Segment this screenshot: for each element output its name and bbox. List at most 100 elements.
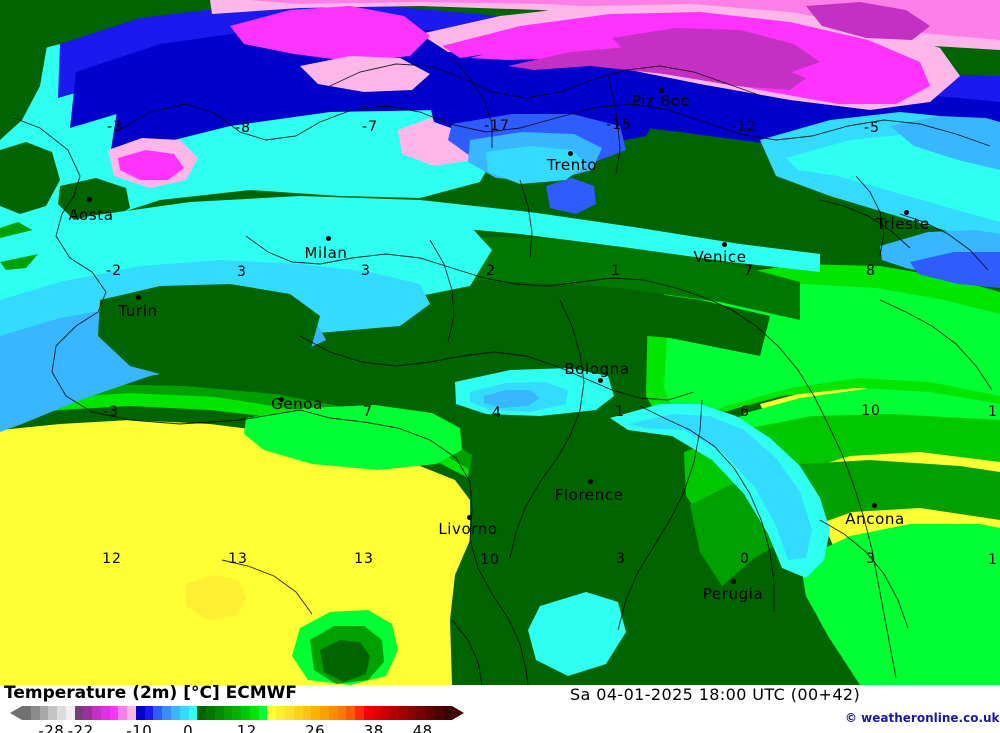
colorbar-swatch <box>232 706 242 720</box>
colorbar-swatch <box>83 706 93 720</box>
colorbar-swatch <box>302 706 312 720</box>
temperature-field-svg <box>0 0 1000 685</box>
map-title: Temperature (2m) [°C] ECMWF <box>4 683 298 703</box>
patch-yellow-soft <box>185 575 246 620</box>
city-marker-dot <box>279 397 284 402</box>
colorbar-tick: -10 <box>126 722 153 733</box>
colorbar-swatch <box>249 706 259 720</box>
band-blue-east <box>910 252 1000 288</box>
blob-magenta-west <box>230 6 430 62</box>
colorbar-swatch <box>179 706 189 720</box>
colorbar-swatch <box>293 706 303 720</box>
colorbar-tick: -28 <box>38 722 65 733</box>
blob-darkmagenta-pizboe <box>612 28 820 72</box>
city-marker-dot <box>136 295 141 300</box>
colorbar-swatch <box>337 706 347 720</box>
colorbar-swatch <box>188 706 198 720</box>
city-marker-dot <box>326 236 331 241</box>
colorbar-swatch <box>144 706 154 720</box>
patch-brightgreen-liguria <box>244 405 462 470</box>
blob-blue-trento-s <box>546 178 596 214</box>
colorbar-swatch <box>197 706 207 720</box>
colorbar-tick-labels: -28 -22 -10 0 12 26 38 48 <box>22 722 482 733</box>
colorbar-swatch <box>407 706 417 720</box>
colorbar-swatch <box>390 706 399 720</box>
city-marker-dot <box>872 503 877 508</box>
city-marker-dot <box>722 242 727 247</box>
colorbar-swatch <box>425 706 434 720</box>
copyright-credit: © weatheronline.co.uk <box>845 711 1000 725</box>
colorbar-swatch <box>223 706 233 720</box>
colorbar-tick: 48 <box>412 722 433 733</box>
colorbar-swatch <box>381 706 391 720</box>
colorbar-right-arrow-icon <box>452 706 464 720</box>
colorbar-swatch <box>355 706 364 720</box>
colorbar-swatch <box>320 706 329 720</box>
city-marker-dot <box>568 151 573 156</box>
map-footer: Temperature (2m) [°C] ECMWF Sa 04-01-202… <box>0 683 1000 733</box>
colorbar-swatch <box>118 706 128 720</box>
colorbar-swatch <box>346 706 356 720</box>
colorbar-tick: 0 <box>183 722 194 733</box>
band-brightgreen-ne2 <box>700 308 1000 410</box>
patch-cyan-apennine-s <box>528 592 626 676</box>
colorbar-swatch <box>328 706 338 720</box>
colorbar-tick: 12 <box>236 722 257 733</box>
city-marker-dot <box>87 197 92 202</box>
colorbar-swatch <box>135 706 145 720</box>
colorbar-swatch <box>109 706 119 720</box>
colorbar-tick: 26 <box>305 722 326 733</box>
band-cyan-prealps <box>0 196 820 272</box>
colorbar-swatch <box>433 706 443 720</box>
colorbar-swatch <box>153 706 163 720</box>
colorbar-swatch <box>171 706 180 720</box>
blob-palepink-west <box>300 56 430 92</box>
patch-blue-bologna-core <box>484 390 540 408</box>
colorbar-swatch <box>100 706 110 720</box>
colorbar-swatch <box>74 706 84 720</box>
city-marker-dot <box>588 479 593 484</box>
colorbar-swatch <box>241 706 250 720</box>
city-marker-dot <box>904 210 909 215</box>
patch-green-far-west <box>0 142 60 214</box>
colorbar-swatch <box>372 706 382 720</box>
colorbar-swatch <box>30 706 40 720</box>
colorbar-swatch <box>284 706 294 720</box>
colorbar-swatch <box>48 706 58 720</box>
blob-magenta-aosta <box>118 150 184 180</box>
city-marker-dot <box>598 378 603 383</box>
colorbar-swatch <box>416 706 426 720</box>
colorbar-swatch <box>276 706 285 720</box>
patch-green-turin <box>98 284 320 382</box>
colorbar-swatches <box>22 706 452 720</box>
country-borders <box>13 57 993 685</box>
colorbar-swatch <box>398 706 408 720</box>
temperature-map[interactable]: Aosta Turin Milan Genoa Trento Piz Boe Venice T… <box>0 0 1000 685</box>
patch-island-green-inner <box>320 640 370 682</box>
colorbar-swatch <box>162 706 172 720</box>
colorbar-swatch <box>206 706 215 720</box>
colorbar-swatch <box>65 706 75 720</box>
colorbar-swatch <box>311 706 321 720</box>
blob-cyan-trento <box>486 146 586 184</box>
temperature-colorbar[interactable]: -28 -22 -10 0 12 26 38 48 <box>10 706 464 733</box>
colorbar-tick: 38 <box>363 722 384 733</box>
city-marker-dot <box>659 88 664 93</box>
city-marker-dot <box>467 515 472 520</box>
colorbar-swatch <box>258 706 268 720</box>
colorbar-swatch <box>22 706 31 720</box>
colorbar-swatch <box>442 706 452 720</box>
colorbar-swatch <box>267 706 277 720</box>
colorbar-swatch <box>214 706 224 720</box>
band-ltblue-east <box>890 116 1000 170</box>
patch-green-far-west-top <box>0 0 48 140</box>
colorbar-left-arrow-icon <box>10 706 22 720</box>
colorbar-swatch <box>57 706 66 720</box>
city-marker-dot <box>731 579 736 584</box>
colorbar-swatch <box>92 706 101 720</box>
forecast-validity: Sa 04-01-2025 18:00 UTC (00+42) <box>570 685 861 704</box>
colorbar-tick: -22 <box>67 722 94 733</box>
blob-darkmagenta-ne <box>806 2 930 40</box>
band-cyan-apennine-inner <box>628 414 812 560</box>
